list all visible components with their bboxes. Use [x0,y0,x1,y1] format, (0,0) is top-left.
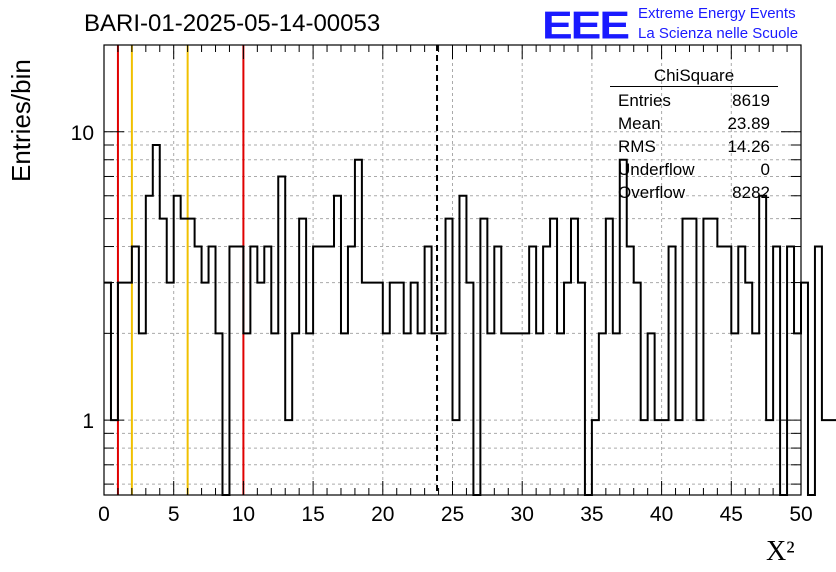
stats-value: 8282 [732,183,770,202]
y-tick-label: 1 [82,410,94,433]
stats-divider [610,86,778,87]
y-axis-label: Entries/bin [6,59,36,182]
stats-box: ChiSquare Entries 8619 Mean 23.89 RMS 14.26 Un… [610,66,778,204]
histogram-series [104,143,836,496]
x-tick-label: 25 [441,503,464,526]
axis-ticks: 0 5 10 15 20 25 30 35 40 45 50 1 10 [71,45,813,526]
stats-value: 0 [760,160,770,179]
chart-title: BARI-01-2025-05-14-00053 [84,10,381,37]
stats-value: 8619 [732,91,770,110]
stats-label: Entries [618,91,671,110]
x-tick-label: 0 [98,503,110,526]
y-tick-label: 10 [71,122,94,145]
x-tick-label: 40 [650,503,673,526]
stats-row: Overflow 8282 [610,181,778,204]
stats-value: 23.89 [727,114,770,133]
stats-row: Mean 23.89 [610,112,778,135]
x-tick-label: 35 [580,503,603,526]
x-tick-label: 45 [720,503,743,526]
logo-line2: La Scienza nelle Scuole [638,25,799,42]
eee-logo: EEE [542,2,630,48]
stats-label: Mean [618,114,661,133]
stats-label: RMS [618,137,656,156]
x-tick-label: 50 [789,503,812,526]
x-tick-label: 30 [511,503,534,526]
stats-name: ChiSquare [653,66,735,85]
x-axis-label: X² [766,536,795,567]
x-tick-label: 5 [168,503,180,526]
stats-row: Underflow 0 [610,158,778,181]
logo-line1: Extreme Energy Events [638,5,796,22]
stats-label: Underflow [618,160,695,179]
stats-label: Overflow [618,183,686,202]
stats-value: 14.26 [727,137,770,156]
x-tick-label: 10 [232,503,255,526]
x-tick-label: 20 [371,503,394,526]
stats-row: Entries 8619 [610,89,778,112]
stats-row: RMS 14.26 [610,135,778,158]
x-tick-label: 15 [301,503,324,526]
